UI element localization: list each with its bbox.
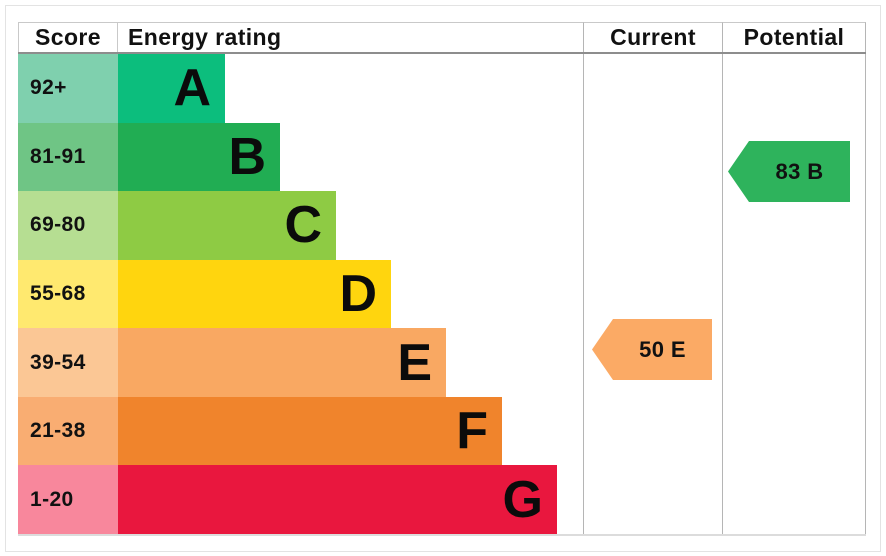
band-score-range: 1-20 <box>18 465 118 535</box>
band-bar: F <box>118 396 502 466</box>
energy-rating-table: Score Energy rating Current Potential 92… <box>18 22 866 536</box>
band-bar: E <box>118 328 446 397</box>
band-score-range: 39-54 <box>18 328 118 397</box>
band-bar: B <box>118 122 280 192</box>
band-bar: G <box>118 465 557 535</box>
header-current: Current <box>583 22 722 52</box>
band-score-range: 55-68 <box>18 259 118 329</box>
band-score-range: 21-38 <box>18 396 118 466</box>
current-column-divider <box>583 54 584 534</box>
band-row-g: 1-20 G <box>18 465 866 535</box>
band-row-d: 55-68 D <box>18 259 866 329</box>
potential-column-divider <box>722 54 723 534</box>
current-rating-arrow: 50 E <box>592 319 712 380</box>
table-header: Score Energy rating Current Potential <box>18 22 866 54</box>
band-score-range: 81-91 <box>18 122 118 192</box>
band-letter: F <box>456 402 488 461</box>
band-row-a: 92+ A <box>18 54 866 123</box>
potential-rating-label: 83 B <box>775 158 824 184</box>
band-row-b: 81-91 B <box>18 122 866 192</box>
band-score-range: 69-80 <box>18 191 118 260</box>
band-letter: E <box>397 333 432 392</box>
header-energy-rating: Energy rating <box>118 22 583 52</box>
band-letter: B <box>228 127 266 186</box>
current-rating-label: 50 E <box>639 336 686 362</box>
header-score: Score <box>18 22 118 52</box>
band-row-f: 21-38 F <box>18 396 866 466</box>
band-rows: 92+ A 81-91 B 69-80 C 55-68 D 39-54 E 21-38 F 1-20 G <box>18 54 866 535</box>
potential-rating-arrow: 83 B <box>728 141 850 202</box>
band-score-range: 92+ <box>18 54 118 123</box>
band-letter: G <box>502 470 543 529</box>
band-bar: A <box>118 54 225 123</box>
table-right-border <box>865 54 866 534</box>
band-letter: A <box>173 59 211 118</box>
header-potential: Potential <box>722 22 866 52</box>
band-letter: C <box>284 196 322 255</box>
band-row-e: 39-54 E <box>18 328 866 397</box>
band-bar: D <box>118 259 391 329</box>
band-row-c: 69-80 C <box>18 191 866 260</box>
band-bar: C <box>118 191 336 260</box>
band-letter: D <box>339 265 377 324</box>
